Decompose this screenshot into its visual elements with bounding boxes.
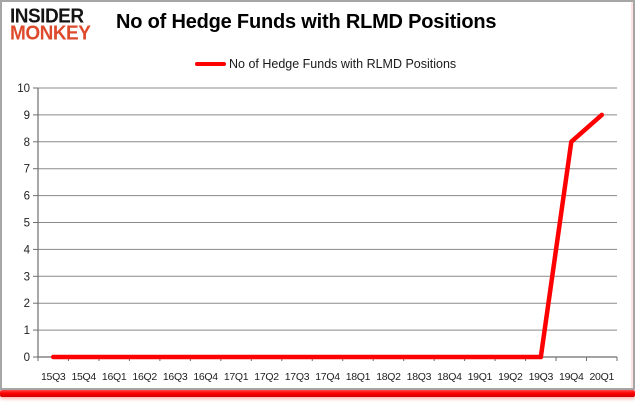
y-tick-label: 0 xyxy=(24,352,30,364)
y-tick-label: 7 xyxy=(24,164,30,176)
y-tick-label: 9 xyxy=(24,110,30,122)
logo-text-insider: INSIDER xyxy=(10,5,84,28)
data-line-rlmd xyxy=(50,112,605,360)
x-tick-label: 16Q3 xyxy=(163,371,188,383)
x-tick-label: 18Q3 xyxy=(407,371,432,383)
y-tick-label: 8 xyxy=(24,137,30,149)
legend-label: No of Hedge Funds with RLMD Positions xyxy=(229,57,457,71)
x-tick-label: 19Q1 xyxy=(468,371,493,383)
logo-text-monkey: MONKEY xyxy=(10,22,91,45)
x-tick-label: 16Q4 xyxy=(193,371,218,383)
x-tick-label: 19Q4 xyxy=(559,371,584,383)
y-tick-label: 1 xyxy=(24,325,30,337)
x-tick-label: 18Q1 xyxy=(346,371,371,383)
y-tick-label: 10 xyxy=(17,83,30,95)
chart-title: No of Hedge Funds with RLMD Positions xyxy=(116,11,497,33)
x-tick-label: 15Q3 xyxy=(41,371,66,383)
x-tick-label: 19Q3 xyxy=(529,371,554,383)
insider-monkey-logo: INSIDER MONKEY xyxy=(10,5,91,45)
x-tick-label: 18Q2 xyxy=(376,371,401,383)
legend: No of Hedge Funds with RLMD Positions xyxy=(195,55,456,73)
x-tick-label: 17Q3 xyxy=(285,371,310,383)
x-tick-label: 17Q4 xyxy=(315,371,340,383)
y-tick-label: 4 xyxy=(24,244,31,256)
x-tick-label: 20Q1 xyxy=(590,371,615,383)
x-tick-label: 18Q4 xyxy=(437,371,462,383)
bottom-red-bar xyxy=(0,390,635,397)
chart-card xyxy=(0,0,635,390)
x-tick-label: 16Q2 xyxy=(132,371,157,383)
y-tick-label: 5 xyxy=(24,218,30,230)
y-tick-label: 6 xyxy=(24,191,30,203)
x-tick-label: 19Q2 xyxy=(498,371,523,383)
y-tick-label: 3 xyxy=(24,271,30,283)
x-tick-label: 15Q4 xyxy=(71,371,96,383)
y-tick-label: 2 xyxy=(24,298,30,310)
legend-line-swatch xyxy=(195,61,226,67)
x-tick-label: 16Q1 xyxy=(102,371,127,383)
x-tick-label: 17Q1 xyxy=(224,371,249,383)
line-chart: 0 1 2 3 4 5 6 7 8 9 10 15Q3 15Q4 16Q1 16Q2 16Q3 16Q4 17Q1… xyxy=(17,83,618,383)
x-tick-label: 17Q2 xyxy=(254,371,279,383)
